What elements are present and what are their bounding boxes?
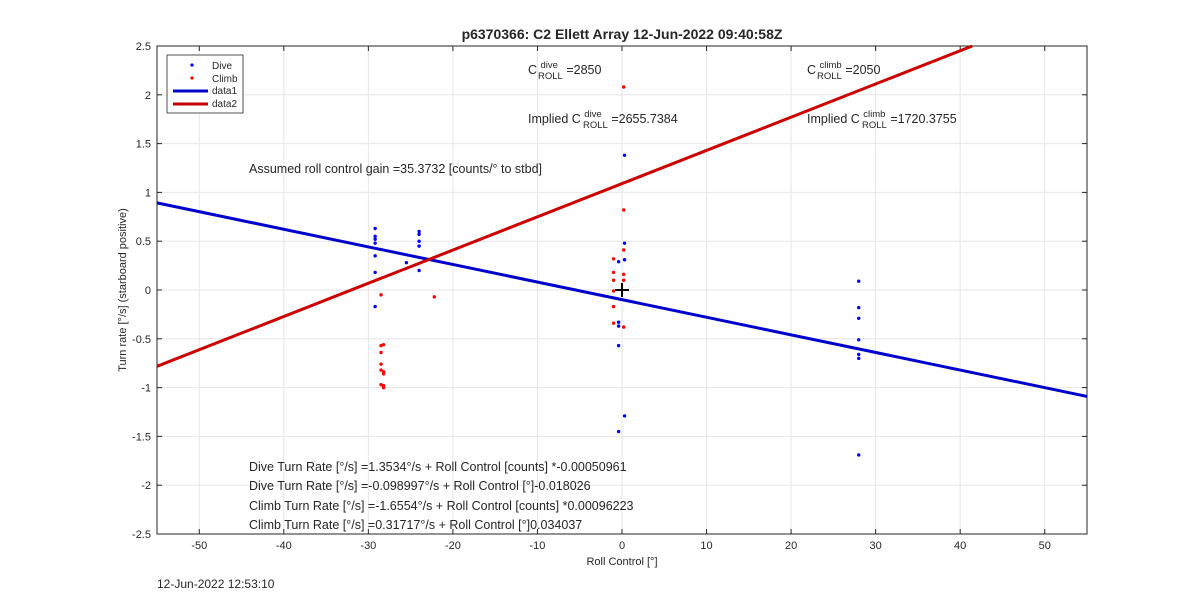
point-dive [857,316,861,321]
y-tick-label: 1.5 [136,139,151,151]
annotation-implied-dive: Implied C dive ROLL =2655.7384 [528,106,678,131]
point-dive [622,258,627,262]
point-dive [622,153,627,158]
x-tick-label: 0 [619,540,625,552]
legend-climb-label: Climb [212,74,238,85]
y-tick-label: -0.5 [132,334,151,346]
point-climb [621,208,626,212]
point-dive [857,305,861,310]
point-climb [432,295,437,299]
point-dive [616,429,621,434]
x-tick-label: 40 [954,540,966,552]
point-climb [611,304,616,309]
point-dive [857,352,861,357]
point-dive [616,320,621,324]
point-dive [373,234,377,239]
point-climb [379,368,383,372]
point-dive [417,229,421,234]
x-tick-label: -50 [191,540,207,552]
point-dive [616,324,621,328]
print-timestamp: 12-Jun-2022 12:53:10 [157,577,275,591]
point-dive [417,239,421,243]
point-climb [381,342,386,347]
point-dive [373,237,377,241]
chart-title: p6370366: C2 Ellett Array 12-Jun-2022 09… [462,26,783,42]
x-tick-label: -10 [530,540,546,552]
annotations: C dive ROLL =2850 C climb ROLL =2050 Imp… [249,57,957,532]
point-climb [621,278,626,282]
point-climb [611,289,616,293]
point-dive [404,260,409,265]
y-tick-label: 2.5 [136,41,151,53]
annotation-dive-counts: Dive Turn Rate [°/s] =1.3534°/s + Roll C… [249,460,627,474]
point-climb [621,85,626,89]
legend-dive-marker [190,63,194,67]
x-tick-label: -40 [276,540,292,552]
point-climb [621,325,626,329]
point-dive [417,232,421,237]
y-tick-label: -2.5 [132,529,151,541]
legend: Dive Climb data1 data2 [166,54,244,114]
point-dive [622,414,627,418]
axis-ticks: -50 -40 -30 -20 -10 0 10 20 30 40 50-2.5-2-1.5-1-0… [132,41,1087,552]
point-climb [611,257,616,261]
annotation-climb-counts: Climb Turn Rate [°/s] =-1.6554°/s + Roll… [249,499,634,513]
point-dive [857,338,861,342]
point-climb [611,278,616,282]
annotation-c-roll-dive: C dive ROLL =2850 [528,57,601,82]
y-tick-label: -1 [141,383,151,395]
legend-dive-label: Dive [212,61,232,72]
point-dive [857,453,861,457]
point-dive [857,279,861,283]
point-climb [381,372,386,376]
point-dive [622,241,627,245]
fit-line-data1 [156,201,1088,398]
point-climb [621,248,626,252]
point-dive [373,226,377,231]
point-dive [857,356,861,361]
y-tick-label: 1 [145,187,151,199]
legend-data1-label: data1 [212,86,237,97]
point-climb [621,272,626,277]
y-tick-label: -2 [141,480,151,492]
point-climb [381,385,386,390]
y-tick-label: -1.5 [132,431,151,443]
fit-lines [156,44,1088,398]
x-tick-label: 10 [700,540,712,552]
point-dive [373,254,377,258]
annotation-roll-gain: Assumed roll control gain =35.3732 [coun… [249,162,542,176]
point-climb [611,321,616,325]
legend-climb-marker [190,76,194,80]
annotation-dive-degrees: Dive Turn Rate [°/s] =-0.098997°/s + Rol… [249,479,591,493]
point-dive [616,259,621,264]
point-dive [417,268,421,273]
x-tick-label: 30 [870,540,882,552]
annotation-c-roll-climb: C climb ROLL =2050 [807,57,880,82]
x-tick-label: 50 [1039,540,1051,552]
legend-data2-label: data2 [212,99,237,110]
point-climb [611,270,616,275]
annotation-implied-climb: Implied C climb ROLL =1720.3755 [807,106,957,131]
y-tick-label: 2 [145,90,151,102]
data-points [373,85,861,457]
point-dive [417,244,421,248]
annotation-climb-degrees: Climb Turn Rate [°/s] =0.31717°/s + Roll… [249,518,582,532]
point-climb [379,350,383,355]
point-dive [616,343,621,348]
y-axis-label: Turn rate [°/s] (starboard positive) [117,208,129,372]
point-climb [379,362,383,366]
y-tick-label: 0 [145,285,151,297]
point-dive [373,304,377,309]
point-climb [379,293,383,297]
x-tick-label: -30 [360,540,376,552]
x-tick-label: -20 [445,540,461,552]
x-axis-label: Roll Control [°] [586,556,657,568]
y-tick-label: 0.5 [136,236,151,248]
origin-marker [615,283,629,297]
fit-line-data2 [156,44,973,368]
point-dive [373,241,377,245]
point-dive [373,270,377,275]
x-tick-label: 20 [785,540,797,552]
